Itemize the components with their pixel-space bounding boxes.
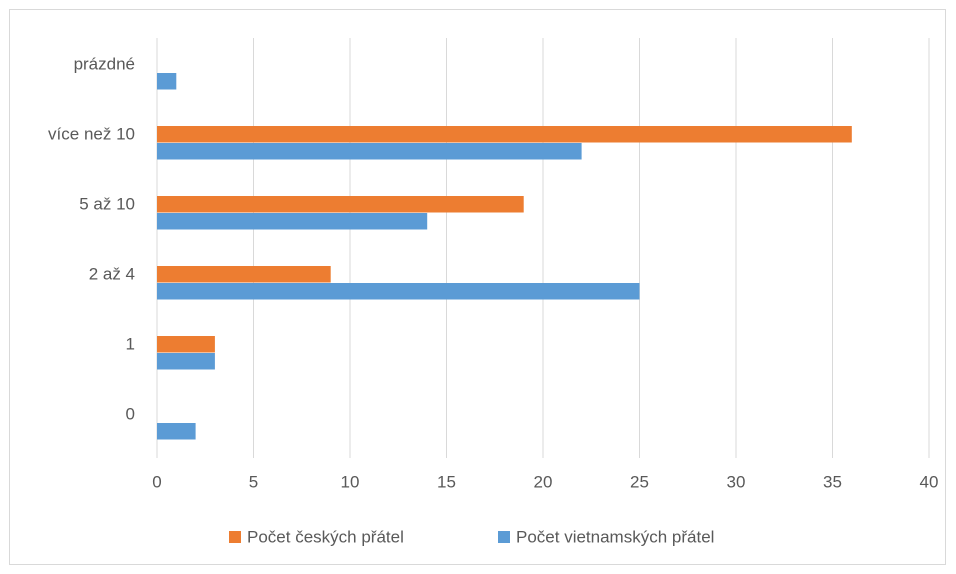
bar [157, 353, 215, 370]
legend-label: Počet českých přátel [247, 527, 404, 546]
bar [157, 266, 331, 283]
x-tick-label: 10 [341, 472, 360, 491]
x-tick-label: 15 [437, 472, 456, 491]
x-tick-label: 20 [534, 472, 553, 491]
bar [157, 143, 582, 160]
x-tick-label: 30 [727, 472, 746, 491]
x-tick-label: 25 [630, 472, 649, 491]
bar [157, 213, 428, 230]
legend-swatch [229, 531, 241, 543]
bar [157, 126, 852, 143]
bar [157, 73, 177, 90]
legend-swatch [498, 531, 510, 543]
legend-label: Počet vietnamských přátel [516, 527, 714, 546]
bar [157, 196, 524, 213]
y-tick-label: prázdné [74, 54, 135, 73]
y-tick-label: 5 až 10 [79, 194, 135, 213]
y-tick-label: 1 [126, 334, 135, 353]
y-tick-label: 2 až 4 [89, 264, 135, 283]
x-tick-label: 5 [249, 472, 258, 491]
bar [157, 336, 215, 353]
x-tick-label: 0 [152, 472, 161, 491]
y-tick-label: více než 10 [48, 124, 135, 143]
y-tick-label: 0 [126, 404, 135, 423]
x-tick-label: 40 [920, 472, 939, 491]
bar [157, 423, 196, 440]
bar [157, 283, 640, 300]
x-tick-label: 35 [823, 472, 842, 491]
